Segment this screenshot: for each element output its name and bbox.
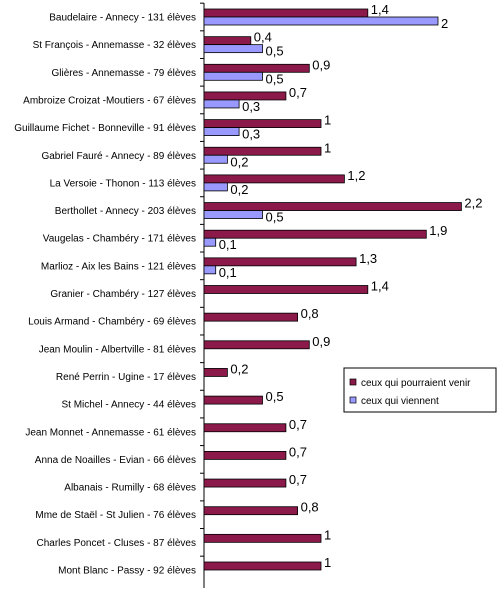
category-label: La Versoie - Thonon - 113 élèves <box>50 178 196 189</box>
data-label: 0,9 <box>312 334 330 349</box>
data-label: 0,1 <box>219 265 237 280</box>
category-label: Mont Blanc - Passy - 92 élèves <box>58 566 196 577</box>
bar-pourraient-venir <box>203 561 322 571</box>
category-label: René Perrin - Ugine - 17 élèves <box>56 372 196 383</box>
bar-pourraient-venir <box>203 478 287 488</box>
data-label: 0,7 <box>289 472 307 487</box>
data-label: 0,5 <box>266 71 284 86</box>
data-label: 1,4 <box>371 279 389 294</box>
bar-pourraient-venir <box>203 506 298 516</box>
data-label: 1,9 <box>429 223 447 238</box>
category-label: Albanais - Rumilly - 68 élèves <box>64 483 196 494</box>
category-label: St Michel - Annecy - 44 élèves <box>61 400 196 411</box>
bar-pourraient-venir <box>203 423 287 433</box>
bar-pourraient-venir <box>203 285 369 294</box>
category-label: Louis Armand - Chambéry - 69 élèves <box>28 317 196 328</box>
bar-viennent <box>203 71 263 81</box>
data-label: 1,2 <box>347 168 365 183</box>
data-label: 0,7 <box>289 417 307 432</box>
category-label: Guillaume Fichet - Bonneville - 91 élève… <box>14 123 196 134</box>
bar-pourraient-venir <box>203 533 322 543</box>
category-label: Gabriel Fauré - Annecy - 89 élèves <box>41 151 196 162</box>
data-label: 1 <box>324 113 331 128</box>
bar-viennent <box>203 99 240 109</box>
bar-pourraient-venir <box>203 395 263 405</box>
legend-swatch-ceux-qui-pourraient-venir <box>349 378 357 386</box>
bar-viennent <box>203 210 263 219</box>
bar-pourraient-venir <box>203 63 310 73</box>
data-label: 0,7 <box>289 85 307 100</box>
category-label: Glières - Annemasse - 79 élèves <box>51 68 196 79</box>
category-label: Jean Moulin - Albertville - 81 élèves <box>39 344 196 355</box>
category-label: St François - Annemasse - 32 élèves <box>33 40 196 51</box>
bar-viennent <box>203 182 228 192</box>
legend-box <box>343 367 497 413</box>
data-label: 0,2 <box>230 182 248 197</box>
bar-viennent <box>203 154 228 164</box>
bar-pourraient-venir <box>203 229 427 239</box>
category-label: Vaugelas - Chambéry - 171 élèves <box>43 234 196 245</box>
bar-pourraient-venir <box>203 36 252 46</box>
data-label: 0,8 <box>301 306 319 321</box>
bars-layer <box>203 8 462 571</box>
data-label: 0,2 <box>230 361 248 376</box>
data-label: 0,3 <box>242 127 260 142</box>
bar-pourraient-venir <box>203 450 287 460</box>
category-label: Ambroize Croizat -Moutiers - 67 élèves <box>23 95 196 106</box>
labels-layer: Baudelaire - Annecy - 131 élèves 1,4 2 St F… <box>14 2 482 577</box>
bar-viennent <box>203 16 439 26</box>
category-label: Granier - Chambéry - 127 élèves <box>50 289 196 300</box>
data-label: 1,4 <box>371 2 389 17</box>
bar-pourraient-venir <box>203 91 287 101</box>
legend-label-ceux-qui-viennent: ceux qui viennent <box>361 396 439 407</box>
data-label: 1 <box>324 555 331 570</box>
data-label: 1 <box>324 527 331 542</box>
bar-pourraient-venir <box>203 202 462 211</box>
category-label: Anna de Noailles - Evian - 66 élèves <box>35 455 196 466</box>
data-label: 2 <box>441 16 448 31</box>
category-label: Berthollet - Annecy - 203 élèves <box>55 206 196 217</box>
category-label: Mme de Staël - St Julien - 76 élèves <box>35 510 196 521</box>
legend-swatch-ceux-qui-viennent <box>349 396 357 404</box>
category-label: Marlioz - Aix les Bains - 121 élèves <box>41 261 196 272</box>
legend-label-ceux-qui-pourraient-venir: ceux qui pourraient venir <box>361 378 471 389</box>
data-label: 0,1 <box>219 237 237 252</box>
bar-pourraient-venir <box>203 257 357 267</box>
axis-layer <box>200 2 205 588</box>
bar-pourraient-venir <box>203 119 322 128</box>
category-label: Charles Poncet - Cluses - 87 élèves <box>36 538 196 549</box>
bar-viennent <box>203 237 217 247</box>
data-label: 0,2 <box>230 154 248 169</box>
category-label: Jean Monnet - Annemasse - 61 élèves <box>25 427 196 438</box>
data-label: 1,3 <box>359 251 377 266</box>
bar-viennent <box>203 265 217 275</box>
bar-pourraient-venir <box>203 312 298 322</box>
data-label: 0,5 <box>266 389 284 404</box>
data-label: 2,2 <box>464 196 482 211</box>
data-label: 0,4 <box>254 30 272 45</box>
data-label: 0,8 <box>301 500 319 515</box>
bar-pourraient-venir <box>203 146 322 156</box>
legend: ceux qui pourraient venir ceux qui vienn… <box>343 367 497 413</box>
category-label: Baudelaire - Annecy - 131 élèves <box>49 13 196 24</box>
data-label: 0,9 <box>312 57 330 72</box>
data-label: 0,3 <box>242 99 260 114</box>
bar-pourraient-venir <box>203 368 228 377</box>
bar-pourraient-venir <box>203 340 310 350</box>
data-label: 0,7 <box>289 444 307 459</box>
data-label: 1 <box>324 140 331 155</box>
data-label: 0,5 <box>266 44 284 59</box>
bar-pourraient-venir <box>203 174 345 184</box>
bar-viennent <box>203 127 240 136</box>
data-label: 0,5 <box>266 210 284 225</box>
bar-pourraient-venir <box>203 8 369 18</box>
bar-viennent <box>203 44 263 54</box>
